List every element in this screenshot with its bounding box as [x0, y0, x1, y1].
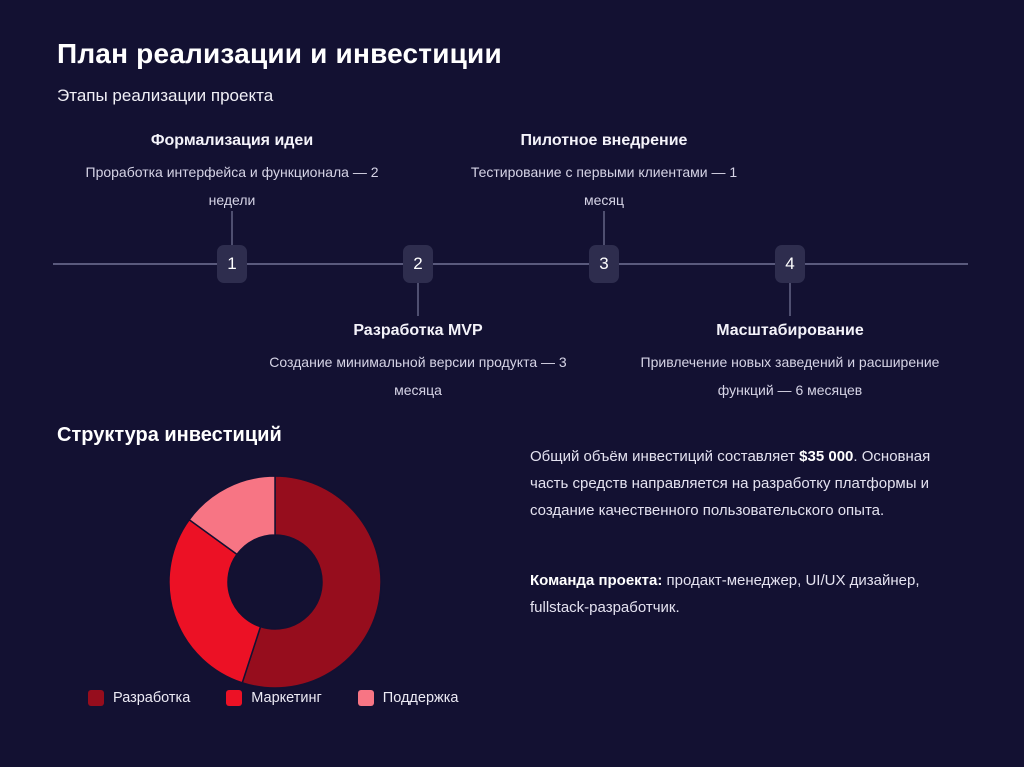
legend-label: Разработка	[113, 690, 191, 706]
donut-slice	[168, 518, 262, 684]
stage-1-description: Проработка интерфейса и функционала — 2 …	[85, 164, 379, 208]
team-label: Команда проекта:	[530, 572, 663, 589]
legend-label: Поддержка	[382, 690, 459, 706]
legend-item-marketing: Маркетинг	[226, 690, 322, 706]
investments-heading: Структура инвестиций	[57, 424, 282, 446]
timeline-connector-2	[417, 283, 419, 316]
timeline-connector-3	[603, 211, 605, 245]
badge-number: 1	[227, 254, 237, 273]
stage-2-label: Разработка MVP Создание минимальной верс…	[238, 320, 598, 404]
timeline-badge-2: 2	[403, 245, 433, 283]
stage-1-title: Формализация идеи	[150, 132, 314, 149]
investment-text-block: Общий объём инвестиций составляет $35 00…	[530, 416, 990, 648]
team-paragraph: Команда проекта: продакт-менеджер, UI/UX…	[530, 567, 990, 621]
legend-item-development: Разработка	[88, 690, 190, 706]
stage-4-label: Масштабирование Привлечение новых заведе…	[610, 320, 970, 404]
badge-number: 3	[599, 254, 609, 273]
timeline-badge-1: 1	[217, 245, 247, 283]
timeline-badge-3: 3	[589, 245, 619, 283]
timeline-connector-1	[231, 211, 233, 245]
stage-2-title: Разработка MVP	[353, 322, 483, 339]
investment-summary: Общий объём инвестиций составляет $35 00…	[530, 443, 990, 524]
chart-legend: Разработка Маркетинг Поддержка	[88, 690, 458, 706]
stage-2-description: Создание минимальной версии продукта — 3…	[269, 354, 567, 398]
stage-3-title: Пилотное внедрение	[520, 132, 688, 149]
page-title: План реализации и инвестиции	[57, 38, 502, 69]
summary-text-before: Общий объём инвестиций составляет	[530, 448, 800, 465]
donut-svg	[168, 475, 382, 689]
legend-swatch-development	[88, 690, 104, 706]
donut-slice	[241, 475, 382, 689]
slide-subtitle: Этапы реализации проекта	[57, 86, 274, 105]
legend-label: Маркетинг	[251, 690, 322, 706]
timeline-connector-4	[789, 283, 791, 316]
stage-4-title: Масштабирование	[716, 322, 864, 339]
timeline-axis	[53, 263, 968, 265]
badge-number: 4	[785, 254, 795, 273]
investment-donut-chart	[155, 462, 395, 702]
stage-4-description: Привлечение новых заведений и расширение…	[640, 354, 940, 398]
stage-1-label: Формализация идеи Проработка интерфейса …	[52, 130, 412, 214]
badge-number: 2	[413, 254, 423, 273]
legend-item-support: Поддержка	[357, 690, 459, 706]
legend-swatch-support	[357, 690, 374, 706]
investment-amount: $35 000	[799, 448, 854, 465]
donut-slice	[188, 475, 276, 556]
timeline-badge-4: 4	[775, 245, 805, 283]
stage-3-description: Тестирование с первыми клиентами — 1 мес…	[470, 164, 738, 208]
stage-3-label: Пилотное внедрение Тестирование с первым…	[424, 130, 784, 214]
team-text: продакт-менеджер, UI/UX дизайнер, fullst…	[530, 572, 920, 616]
summary-text-after: . Основная часть средств направляется на…	[530, 448, 931, 519]
legend-swatch-marketing	[226, 690, 243, 706]
